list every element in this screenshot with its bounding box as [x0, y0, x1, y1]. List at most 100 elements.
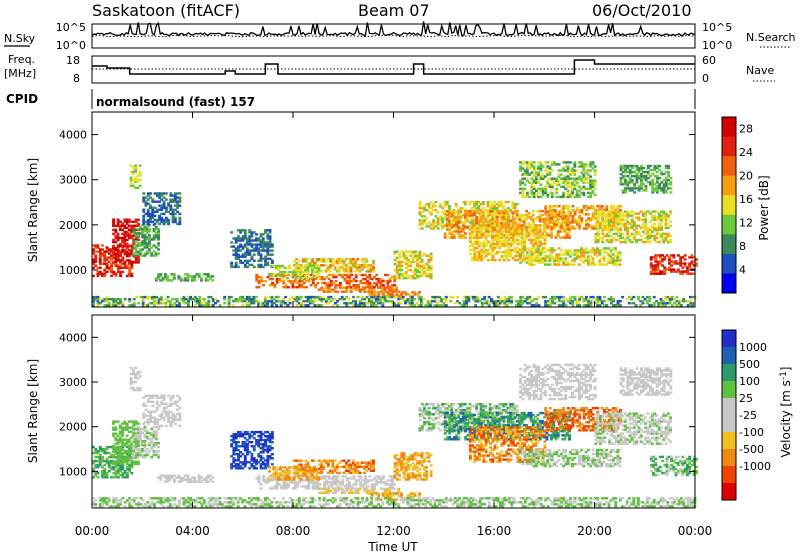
- heatmap-cell: [495, 209, 499, 212]
- heatmap-cell: [614, 255, 617, 258]
- heatmap-cell: [537, 161, 541, 164]
- heatmap-cell: [605, 220, 609, 223]
- heatmap-cell: [670, 264, 673, 267]
- heatmap-cell: [495, 220, 499, 223]
- heatmap-cell: [666, 240, 670, 244]
- heatmap-cell: [603, 234, 607, 238]
- heatmap-cell: [320, 298, 324, 301]
- heatmap-cell: [168, 304, 172, 307]
- heatmap-cell: [479, 236, 483, 239]
- heatmap-cell: [368, 275, 372, 279]
- heatmap-cell: [580, 191, 584, 195]
- heatmap-cell: [690, 260, 694, 263]
- heatmap-cell: [395, 288, 398, 291]
- heatmap-cell: [123, 449, 127, 453]
- heatmap-cell: [92, 262, 95, 265]
- heatmap-cell: [660, 170, 664, 174]
- heatmap-cell: [573, 251, 577, 254]
- heatmap-cell: [507, 238, 511, 241]
- heatmap-cell: [473, 228, 477, 231]
- heatmap-cell: [457, 228, 461, 231]
- heatmap-cell: [660, 218, 663, 221]
- heatmap-cell: [653, 168, 657, 172]
- heatmap-cell: [98, 270, 102, 274]
- heatmap-cell: [596, 226, 600, 230]
- heatmap-cell: [573, 263, 577, 266]
- heatmap-cell: [623, 210, 627, 213]
- heatmap-cell: [566, 253, 570, 256]
- heatmap-cell: [284, 295, 288, 299]
- heatmap-cell: [121, 464, 125, 467]
- heatmap-cell: [255, 243, 258, 246]
- heatmap-cell: [580, 161, 584, 164]
- heatmap-cell: [354, 260, 357, 263]
- heatmap-cell: [587, 213, 591, 216]
- heatmap-cell: [96, 246, 100, 249]
- heatmap-cell: [166, 295, 170, 299]
- heatmap-cell: [530, 304, 534, 307]
- heatmap-cell: [602, 251, 606, 254]
- heatmap-cell: [516, 258, 520, 262]
- heatmap-cell: [149, 218, 152, 222]
- heatmap-cell: [132, 302, 136, 305]
- heatmap-cell: [566, 161, 570, 164]
- heatmap-cell: [551, 227, 554, 230]
- heatmap-cell: [502, 218, 506, 221]
- heatmap-cell: [299, 264, 303, 267]
- heatmap-cell: [267, 272, 271, 276]
- heatmap-cell: [400, 293, 403, 296]
- heatmap-cell: [591, 295, 595, 299]
- heatmap-cell: [257, 286, 261, 289]
- heatmap-cell: [475, 242, 479, 246]
- heatmap-cell: [375, 284, 379, 287]
- heatmap-cell: [496, 302, 500, 305]
- heatmap-cell: [136, 232, 140, 235]
- heatmap-cell: [420, 272, 424, 276]
- heatmap-cell: [386, 281, 390, 285]
- heatmap-cell: [621, 222, 625, 225]
- heatmap-cell: [395, 286, 398, 289]
- heatmap-cell: [439, 203, 442, 206]
- heatmap-cell: [118, 236, 122, 240]
- heatmap-cell: [270, 245, 274, 248]
- heatmap-cell: [295, 264, 298, 268]
- heatmap-cell: [500, 250, 504, 254]
- heatmap-cell: [281, 302, 285, 305]
- heatmap-cell: [584, 177, 588, 180]
- heatmap-cell: [464, 220, 467, 223]
- heatmap-cell: [484, 236, 488, 239]
- heatmap-cell: [234, 257, 238, 260]
- heatmap-cell: [553, 163, 556, 166]
- heatmap-cell: [159, 300, 163, 303]
- heatmap-cell: [531, 210, 535, 213]
- heatmap-cell: [484, 216, 488, 219]
- heatmap-cell: [644, 216, 648, 219]
- heatmap-cell: [107, 464, 111, 467]
- heatmap-cell: [539, 161, 543, 164]
- heatmap-cell: [500, 218, 504, 221]
- heatmap-cell: [573, 227, 577, 230]
- heatmap-cell: [432, 221, 436, 224]
- heatmap-cell: [409, 250, 413, 253]
- heatmap-cell: [132, 238, 136, 242]
- heatmap-cell: [116, 236, 120, 240]
- heatmap-cell: [381, 284, 385, 287]
- heatmap-cell: [511, 242, 515, 246]
- heatmap-cell: [168, 279, 172, 282]
- heatmap-cell: [548, 221, 552, 224]
- heatmap-cell: [525, 163, 529, 166]
- heatmap-cell: [519, 167, 522, 170]
- heatmap-cell: [398, 275, 401, 278]
- heatmap-cell: [395, 264, 399, 268]
- heatmap-cell: [279, 300, 283, 303]
- heatmap-cell: [159, 295, 163, 299]
- heatmap-cell: [266, 235, 270, 238]
- heatmap-cell: [580, 171, 584, 174]
- heatmap-cell: [557, 217, 561, 220]
- heatmap-cell: [651, 183, 655, 186]
- heatmap-cell: [179, 279, 183, 282]
- heatmap-cell: [591, 183, 595, 186]
- heatmap-cell: [281, 298, 285, 301]
- heatmap-cell: [94, 472, 98, 475]
- heatmap-cell: [145, 228, 149, 231]
